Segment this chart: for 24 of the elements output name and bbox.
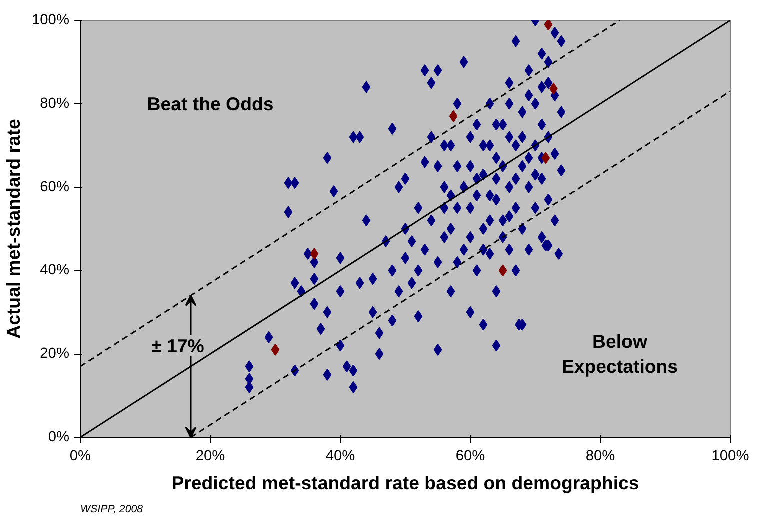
x-axis-title: Predicted met-standard rate based on demographics xyxy=(172,472,640,494)
point xyxy=(310,248,319,260)
x-tick-label: 60% xyxy=(456,448,486,464)
x-tick-label: 40% xyxy=(326,448,356,464)
x-tick-label: 0% xyxy=(70,448,92,464)
y-tick-label: 100% xyxy=(32,12,70,28)
point xyxy=(271,344,280,356)
y-tick-label: 60% xyxy=(40,179,70,196)
text: WSIPP, 2008 xyxy=(80,504,144,516)
annotation: Below Expectations xyxy=(562,331,678,378)
x-tick-label: 20% xyxy=(196,448,226,464)
point xyxy=(498,264,508,277)
annotation: ± 17% xyxy=(152,335,205,356)
y-tick-label: 80% xyxy=(40,96,70,112)
y-axis-title: Actual met-standard rate xyxy=(3,119,24,339)
x-tick-label: 100% xyxy=(712,448,750,464)
y-tick-label: 0% xyxy=(48,430,70,446)
y-tick-label: 20% xyxy=(40,346,70,362)
x-tick-label: 80% xyxy=(586,448,616,464)
point xyxy=(544,20,553,31)
annotation: Beat the Odds xyxy=(147,93,274,114)
point xyxy=(449,110,458,122)
y-tick-label: 40% xyxy=(40,262,70,279)
point xyxy=(542,152,550,164)
